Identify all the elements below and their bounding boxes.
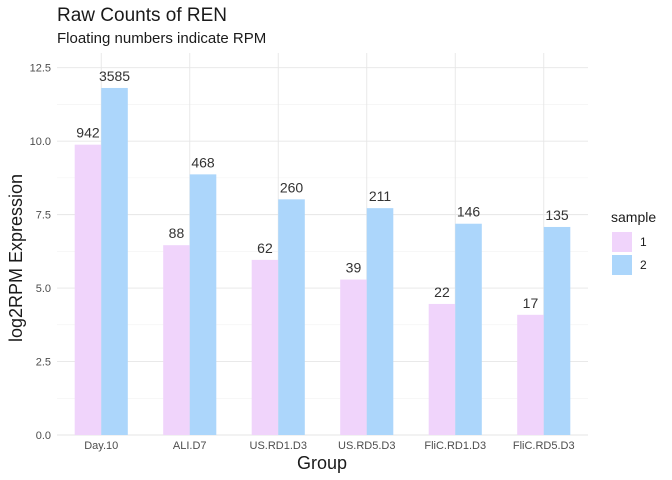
y-axis-ticks: 0.0 2.5 5.0 7.5 10.0 12.5 bbox=[30, 63, 51, 442]
data-label: 211 bbox=[369, 188, 392, 204]
x-tick-label: FliC.RD1.D3 bbox=[424, 440, 486, 452]
y-tick-label: 2.5 bbox=[36, 357, 51, 369]
bar-sample-2-FliC.RD1.D3 bbox=[455, 223, 482, 435]
data-label: 39 bbox=[346, 260, 362, 276]
x-tick-label: US.RD5.D3 bbox=[338, 440, 395, 452]
data-label: 22 bbox=[434, 284, 450, 300]
legend-key-sample-2 bbox=[612, 255, 632, 275]
grid bbox=[57, 53, 588, 436]
y-tick-label: 7.5 bbox=[36, 210, 51, 222]
bar-sample-1-FliC.RD1.D3 bbox=[428, 303, 456, 435]
data-label: 260 bbox=[280, 179, 304, 195]
y-tick-label: 12.5 bbox=[30, 63, 51, 75]
data-label: 146 bbox=[457, 204, 481, 220]
x-tick-label: Day.10 bbox=[84, 440, 118, 452]
y-tick-label: 0.0 bbox=[36, 430, 51, 442]
bars bbox=[74, 87, 571, 436]
bar-sample-2-US.RD5.D3 bbox=[366, 208, 394, 435]
y-tick-label: 5.0 bbox=[36, 283, 51, 295]
y-tick-label: 10.0 bbox=[30, 136, 51, 148]
bar-sample-1-US.RD1.D3 bbox=[251, 259, 279, 435]
bar-sample-1-FliC.RD5.D3 bbox=[517, 314, 544, 435]
x-axis-title: Group bbox=[297, 453, 347, 473]
data-label: 3585 bbox=[99, 68, 130, 84]
bar-sample-2-US.RD1.D3 bbox=[278, 199, 305, 435]
legend-key-sample-1 bbox=[612, 232, 632, 252]
data-label: 17 bbox=[523, 295, 539, 311]
data-label: 88 bbox=[169, 225, 185, 241]
bar-sample-2-ALI.D7 bbox=[189, 174, 217, 435]
legend-label-sample-2: 2 bbox=[640, 258, 647, 272]
legend-label-sample-1: 1 bbox=[640, 235, 647, 249]
bar-sample-2-Day.10 bbox=[101, 87, 128, 436]
legend: sample 1 2 bbox=[611, 209, 656, 275]
legend-title: sample bbox=[611, 209, 656, 225]
y-axis-title: log2RPM Expression bbox=[6, 174, 26, 342]
x-axis-ticks: Day.10 ALI.D7 US.RD1.D3 US.RD5.D3 FliC.RD1.D… bbox=[84, 440, 574, 452]
x-tick-label: US.RD1.D3 bbox=[250, 440, 307, 452]
data-label: 942 bbox=[76, 125, 100, 141]
bar-sample-1-Day.10 bbox=[74, 144, 102, 435]
data-label: 468 bbox=[191, 154, 215, 170]
data-label: 62 bbox=[257, 240, 273, 256]
chart-title: Raw Counts of REN bbox=[57, 5, 227, 26]
x-tick-label: ALI.D7 bbox=[173, 440, 207, 452]
data-labels: 942 88 62 39 22 17 3585 468 260 211 146 135 bbox=[76, 68, 569, 311]
data-label: 135 bbox=[545, 207, 569, 223]
x-tick-label: FliC.RD5.D3 bbox=[513, 440, 575, 452]
bar-sample-1-ALI.D7 bbox=[163, 245, 190, 435]
bar-sample-2-FliC.RD5.D3 bbox=[543, 226, 571, 435]
chart-subtitle: Floating numbers indicate RPM bbox=[57, 30, 266, 47]
bar-sample-1-US.RD5.D3 bbox=[340, 279, 367, 435]
